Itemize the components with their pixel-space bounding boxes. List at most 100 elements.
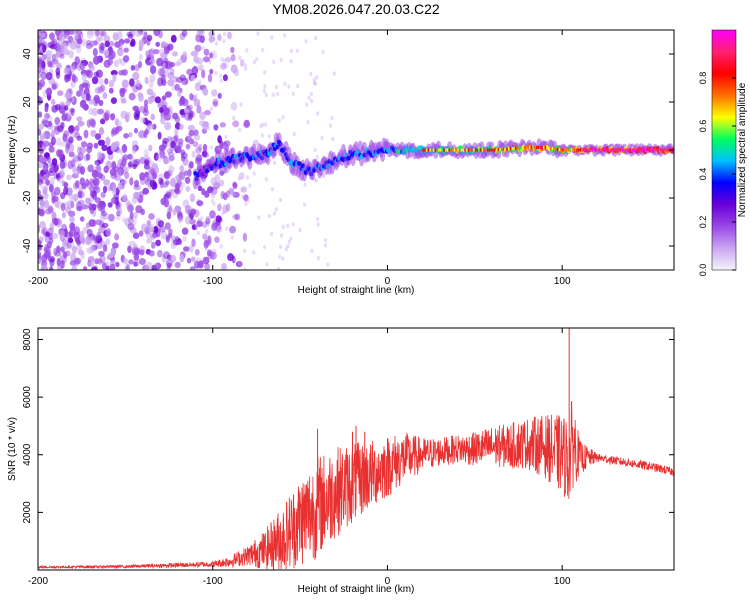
trace-core	[441, 148, 443, 152]
heatmap-cell	[164, 107, 171, 114]
heatmap-cell	[194, 155, 201, 163]
trace-core	[598, 148, 601, 152]
heatmap-cell	[90, 259, 95, 267]
heatmap-cell	[137, 61, 143, 69]
heatmap-cell	[58, 32, 66, 42]
heatmap-cell	[94, 133, 102, 140]
heatmap-cell	[274, 207, 278, 212]
x-tick-label: 0	[385, 276, 391, 287]
heatmap-cell	[213, 124, 219, 131]
heatmap-cell	[191, 150, 196, 158]
heatmap-cell	[103, 49, 110, 56]
heatmap-cell	[232, 182, 238, 190]
heatmap-cell	[40, 71, 47, 81]
heatmap-cell	[149, 179, 157, 188]
heatmap-cell	[274, 84, 278, 90]
heatmap-cell	[230, 48, 234, 53]
heatmap-cell	[204, 246, 208, 251]
heatmap-cell	[75, 201, 83, 210]
heatmap-cell	[217, 92, 222, 99]
heatmap-cell	[186, 104, 194, 110]
heatmap-cell	[177, 211, 183, 218]
heatmap-cell	[208, 30, 216, 38]
heatmap-cell	[80, 59, 89, 67]
heatmap-cell	[149, 61, 154, 67]
heatmap-cell	[194, 223, 199, 228]
heatmap-cell	[71, 173, 79, 179]
heatmap-cell	[159, 48, 164, 56]
heatmap-cell	[126, 264, 130, 270]
heatmap-cell	[177, 89, 182, 98]
heatmap-cell	[62, 241, 70, 250]
heatmap-cell	[209, 68, 214, 75]
heatmap-cell	[58, 230, 66, 237]
heatmap-cell	[161, 255, 166, 263]
heatmap-cell	[86, 142, 94, 150]
heatmap-cell	[246, 175, 250, 180]
heatmap-cell	[93, 177, 100, 186]
heatmap-cell	[209, 251, 217, 260]
heatmap-cell	[276, 91, 280, 97]
heatmap-cell	[316, 256, 321, 261]
trace-core	[537, 146, 540, 150]
y-tick-label: -40	[22, 238, 33, 253]
heatmap-cell	[184, 205, 192, 214]
trace-core	[476, 148, 478, 152]
heatmap-cell	[207, 222, 211, 227]
heatmap-cell	[279, 57, 283, 62]
heatmap-cell	[101, 144, 108, 152]
heatmap-cell	[144, 154, 150, 162]
heatmap-cell	[61, 113, 67, 122]
heatmap-cell	[139, 172, 146, 181]
trace-core	[591, 148, 594, 152]
heatmap-cell	[203, 48, 210, 56]
heatmap-cell	[315, 75, 319, 80]
heatmap-cell	[105, 108, 111, 118]
heatmap-cell	[286, 223, 290, 228]
trace-core	[577, 148, 580, 152]
trace-core	[604, 148, 606, 152]
heatmap-cell	[39, 156, 47, 163]
heatmap-cell	[41, 175, 47, 185]
trace-core	[487, 148, 489, 152]
heatmap-cell	[187, 168, 192, 177]
heatmap-cell	[119, 95, 127, 102]
heatmap-cell	[83, 87, 90, 96]
heatmap-cell	[70, 40, 77, 50]
trace-core	[506, 147, 508, 151]
heatmap-cell	[92, 219, 97, 227]
heatmap-cell	[208, 36, 214, 44]
heatmap-cell	[123, 47, 129, 53]
heatmap-cell	[148, 250, 155, 257]
heatmap-cell	[138, 39, 144, 48]
heatmap-cell	[74, 124, 80, 132]
heatmap-cell	[173, 134, 179, 142]
heatmap-cell	[306, 120, 310, 125]
heatmap-cell	[217, 33, 222, 42]
heatmap-cell	[127, 223, 135, 231]
heatmap-cell	[196, 200, 204, 207]
heatmap-cell	[263, 244, 267, 250]
trace-core	[626, 148, 629, 152]
heatmap-cell	[187, 209, 192, 217]
heatmap-cell	[164, 222, 171, 230]
heatmap-cell	[99, 30, 105, 37]
heatmap-cell	[53, 53, 58, 62]
heatmap-cell	[68, 210, 76, 217]
heatmap-cell	[45, 179, 50, 186]
heatmap-cell	[132, 191, 140, 200]
heatmap-cell	[39, 199, 45, 207]
heatmap-cell	[133, 127, 139, 134]
heatmap-cell	[284, 247, 288, 252]
heatmap-cell	[198, 64, 204, 72]
heatmap-cell	[227, 253, 234, 262]
trace-core	[541, 146, 543, 150]
heatmap-cell	[109, 263, 116, 270]
heatmap-cell	[110, 183, 116, 192]
trace-core	[584, 148, 587, 152]
heatmap-cell	[42, 140, 50, 147]
heatmap-cell	[98, 42, 106, 51]
trace-core	[467, 148, 470, 152]
heatmap-cell	[70, 108, 75, 116]
heatmap-cell	[150, 113, 156, 121]
